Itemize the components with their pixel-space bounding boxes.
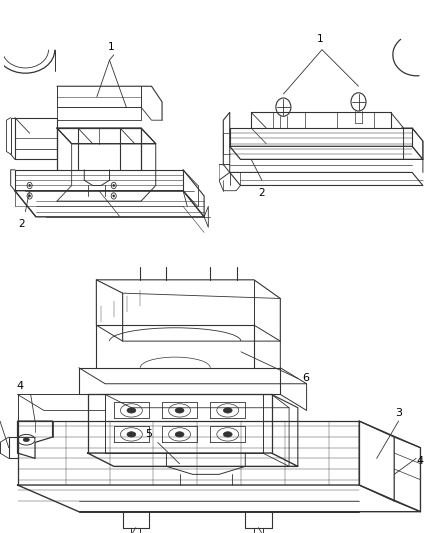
Text: 5: 5 xyxy=(145,429,152,439)
Text: 4: 4 xyxy=(16,381,23,391)
Circle shape xyxy=(113,195,115,197)
Circle shape xyxy=(29,195,31,197)
Circle shape xyxy=(223,432,232,437)
Circle shape xyxy=(175,408,184,413)
Text: 2: 2 xyxy=(18,220,25,229)
Text: 4: 4 xyxy=(416,456,423,466)
Text: 2: 2 xyxy=(258,188,265,198)
Text: 1: 1 xyxy=(108,42,115,52)
Circle shape xyxy=(223,408,232,413)
Circle shape xyxy=(113,184,115,187)
Circle shape xyxy=(175,432,184,437)
Text: 6: 6 xyxy=(302,373,309,383)
Circle shape xyxy=(23,438,29,441)
Text: 3: 3 xyxy=(395,408,402,418)
Circle shape xyxy=(127,408,136,413)
Circle shape xyxy=(29,184,31,187)
Text: 1: 1 xyxy=(317,35,323,44)
Circle shape xyxy=(127,432,136,437)
